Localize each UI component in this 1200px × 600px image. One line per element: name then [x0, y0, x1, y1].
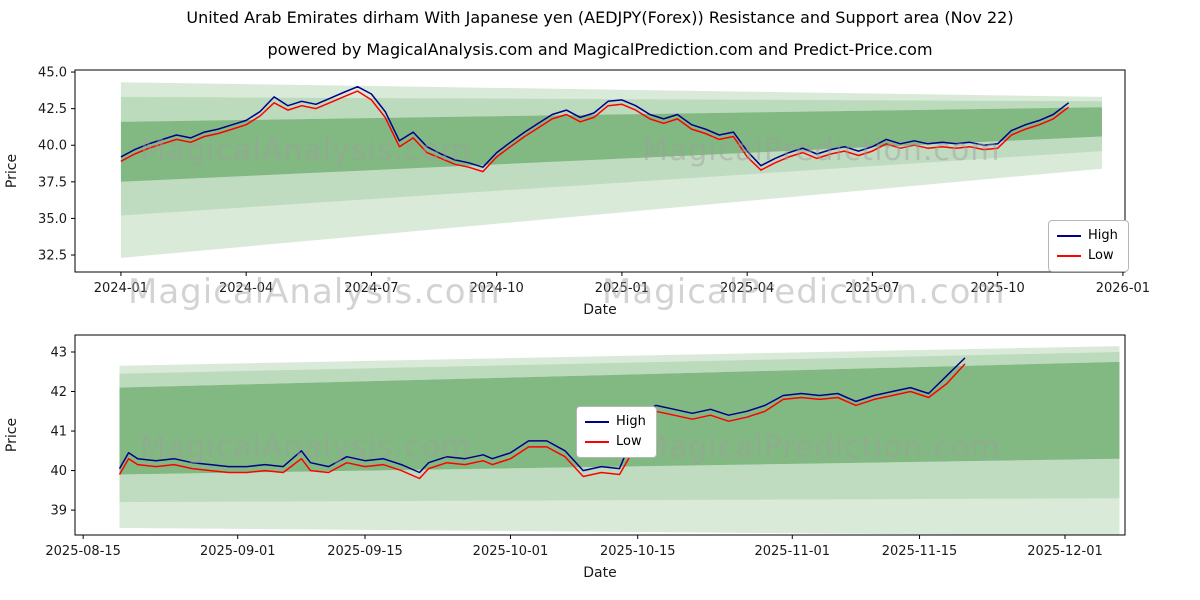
- svg-text:2026-01: 2026-01: [1096, 281, 1150, 296]
- svg-text:Date: Date: [583, 565, 616, 581]
- svg-text:2024-01: 2024-01: [94, 281, 148, 296]
- svg-text:2025-09-15: 2025-09-15: [327, 544, 403, 559]
- svg-text:42: 42: [50, 385, 67, 400]
- legend-item-low: Low: [1057, 246, 1118, 266]
- svg-text:2025-11-01: 2025-11-01: [754, 544, 830, 559]
- svg-text:2024-04: 2024-04: [219, 281, 273, 296]
- svg-text:2025-10-15: 2025-10-15: [600, 544, 676, 559]
- svg-text:45.0: 45.0: [38, 66, 67, 81]
- svg-text:40: 40: [50, 464, 67, 479]
- legend-item-high: High: [585, 412, 646, 432]
- legend-item-high: High: [1057, 226, 1118, 246]
- bottom-chart-canvas: 2025-08-15 2025-09-01 2025-09-15 2025-10-01…: [4, 334, 1126, 581]
- page-title: United Arab Emirates dirham With Japanes…: [186, 8, 1014, 27]
- svg-text:2024-10: 2024-10: [470, 281, 524, 296]
- svg-text:2025-01: 2025-01: [595, 281, 649, 296]
- high-line-swatch: [1057, 235, 1081, 237]
- legend-item-low: Low: [585, 432, 646, 452]
- top-chart-canvas: 2024-01 2024-04 2024-07 2024-10 2025-01 2025-…: [4, 66, 1150, 318]
- svg-text:2025-12-01: 2025-12-01: [1027, 544, 1103, 559]
- svg-text:39: 39: [50, 504, 67, 519]
- legend-label-high: High: [1088, 228, 1118, 243]
- svg-text:2025-04: 2025-04: [720, 281, 774, 296]
- svg-text:2025-11-15: 2025-11-15: [882, 544, 958, 559]
- legend-bottom: High Low: [576, 406, 657, 458]
- legend-label-low: Low: [1088, 248, 1114, 263]
- svg-text:2025-08-15: 2025-08-15: [45, 544, 121, 559]
- low-line-swatch: [585, 441, 609, 443]
- page-subtitle: powered by MagicalAnalysis.com and Magic…: [267, 40, 933, 59]
- svg-text:41: 41: [50, 425, 67, 440]
- svg-text:40.0: 40.0: [38, 139, 67, 154]
- svg-text:2025-07: 2025-07: [845, 281, 899, 296]
- legend-label-high: High: [616, 414, 646, 429]
- low-line-swatch: [1057, 255, 1081, 257]
- svg-text:2024-07: 2024-07: [344, 281, 398, 296]
- svg-text:Price: Price: [4, 418, 20, 452]
- svg-text:32.5: 32.5: [38, 249, 67, 264]
- legend-label-low: Low: [616, 434, 642, 449]
- svg-text:43: 43: [50, 345, 67, 360]
- svg-text:2025-10-01: 2025-10-01: [473, 544, 549, 559]
- svg-text:2025-10: 2025-10: [970, 281, 1024, 296]
- svg-text:Price: Price: [4, 154, 20, 188]
- svg-text:35.0: 35.0: [38, 212, 67, 227]
- legend-top: High Low: [1048, 220, 1129, 272]
- svg-text:2025-09-01: 2025-09-01: [200, 544, 276, 559]
- high-line-swatch: [585, 421, 609, 423]
- svg-text:Date: Date: [583, 302, 616, 318]
- svg-text:37.5: 37.5: [38, 175, 67, 190]
- svg-text:42.5: 42.5: [38, 102, 67, 117]
